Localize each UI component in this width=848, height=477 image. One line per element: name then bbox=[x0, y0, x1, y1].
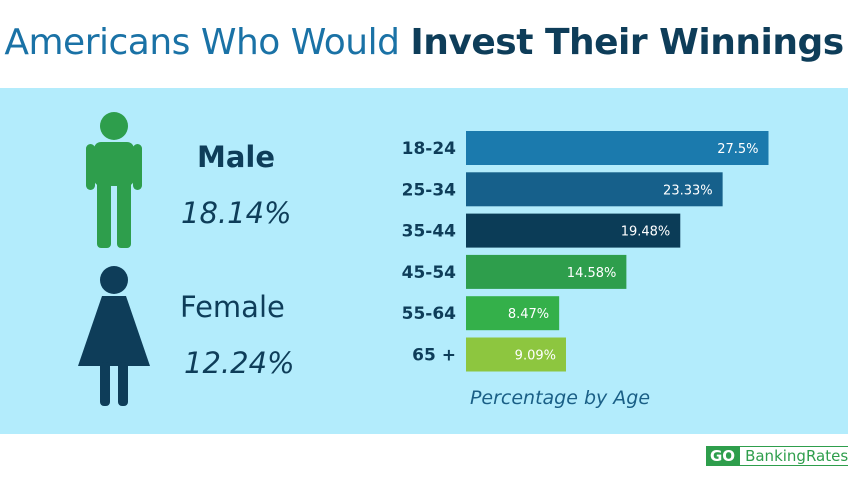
title-regular: Americans Who Would bbox=[4, 22, 400, 63]
bar bbox=[466, 254, 627, 289]
female-value: 12.24% bbox=[184, 346, 295, 380]
category-label: 55-64 bbox=[402, 304, 457, 324]
male-icon bbox=[86, 112, 142, 248]
bar-value-label: 19.48% bbox=[621, 225, 671, 240]
page-title: Americans Who Would Invest Their Winning… bbox=[0, 22, 848, 63]
category-label: 18-24 bbox=[402, 139, 457, 159]
bar bbox=[466, 213, 681, 248]
category-label: 65 + bbox=[412, 346, 456, 366]
bar bbox=[466, 172, 723, 207]
bar bbox=[466, 131, 769, 165]
bar bbox=[466, 337, 566, 372]
female-label: Female bbox=[180, 290, 285, 324]
bar-value-label: 14.58% bbox=[567, 266, 617, 281]
bar-value-label: 8.47% bbox=[508, 307, 549, 322]
brand-logo: GO BankingRates bbox=[706, 446, 848, 466]
category-label: 35-44 bbox=[402, 222, 457, 242]
logo-go: GO bbox=[706, 446, 740, 466]
logo-bankingrates: BankingRates bbox=[739, 446, 848, 466]
x-axis-label: Percentage by Age bbox=[470, 387, 650, 409]
category-label: 45-54 bbox=[402, 263, 457, 283]
bar bbox=[466, 296, 560, 331]
title-bold: Invest Their Winnings bbox=[410, 22, 844, 63]
male-label: Male bbox=[197, 140, 276, 174]
category-label: 25-34 bbox=[402, 180, 457, 200]
bar-value-label: 27.5% bbox=[717, 142, 758, 157]
bar-value-label: 9.09% bbox=[515, 349, 556, 364]
bar-value-label: 23.33% bbox=[663, 183, 713, 198]
male-value: 18.14% bbox=[181, 196, 292, 230]
female-icon bbox=[78, 266, 150, 406]
